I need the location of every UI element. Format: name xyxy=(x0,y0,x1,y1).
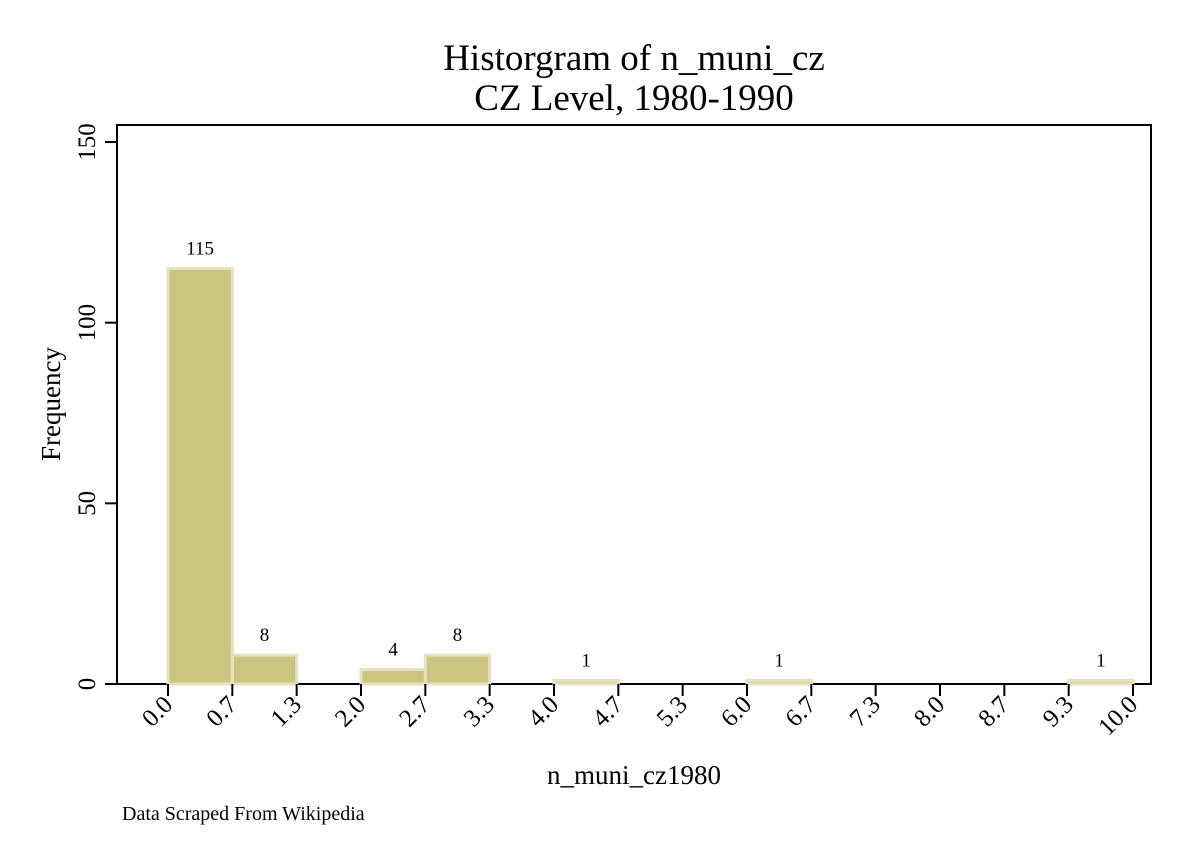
y-tick-label: 100 xyxy=(74,304,101,342)
chart-title: Historgram of n_muni_cz xyxy=(443,38,825,79)
bar-value-label: 8 xyxy=(453,625,463,646)
histogram-bar xyxy=(1067,678,1135,686)
y-axis: 0 50 100 150 xyxy=(74,123,117,690)
x-tick-label: 8.0 xyxy=(909,691,950,732)
x-tick-label: 1.3 xyxy=(266,691,307,732)
histogram-bar xyxy=(166,266,234,686)
x-tick-label: 10.0 xyxy=(1093,691,1143,741)
bar-value-label: 1 xyxy=(1096,650,1106,671)
histogram-bar xyxy=(230,653,299,686)
x-tick-label: 0.7 xyxy=(201,691,242,732)
x-tick-label: 2.7 xyxy=(394,691,435,732)
histogram-bar xyxy=(552,678,620,686)
x-tick-label: 2.0 xyxy=(330,691,371,732)
bar-value-label: 8 xyxy=(260,625,270,646)
x-tick-label: 4.0 xyxy=(523,691,564,732)
bar-value-label: 1 xyxy=(774,650,784,671)
x-tick-label: 8.7 xyxy=(973,691,1014,732)
y-axis-title: Frequency xyxy=(36,347,66,461)
x-tick-label: 9.3 xyxy=(1038,691,1079,732)
x-tick-label: 5.3 xyxy=(652,691,693,732)
plot-area xyxy=(116,124,1152,685)
y-tick-label: 150 xyxy=(74,123,101,161)
y-tick-label: 50 xyxy=(74,491,101,516)
histogram-bar xyxy=(745,678,813,686)
x-tick-label: 0.0 xyxy=(137,691,178,732)
chart-note: Data Scraped From Wikipedia xyxy=(122,803,365,825)
x-tick-label: 6.7 xyxy=(780,691,821,732)
x-tick-label: 3.3 xyxy=(459,691,500,732)
x-tick-label: 4.7 xyxy=(587,691,628,732)
data-labels-group: 115 8 4 8 1 1 1 xyxy=(186,238,1105,671)
x-axis: 0.0 0.7 1.3 2.0 2.7 3.3 4.0 4.7 5.3 6.0 6.7 7.3 8.0 8… xyxy=(137,684,1143,741)
x-tick-label: 6.0 xyxy=(716,691,757,732)
bars-group xyxy=(166,266,1135,686)
x-axis-title: n_muni_cz1980 xyxy=(547,760,721,790)
x-tick-label: 7.3 xyxy=(845,691,886,732)
bar-value-label: 115 xyxy=(186,238,214,259)
y-tick-label: 0 xyxy=(74,678,101,691)
histogram-bar xyxy=(423,653,492,686)
bar-value-label: 4 xyxy=(388,640,398,661)
chart-subtitle: CZ Level, 1980-1990 xyxy=(474,78,794,119)
histogram-bar xyxy=(359,668,427,686)
bar-value-label: 1 xyxy=(581,650,591,671)
